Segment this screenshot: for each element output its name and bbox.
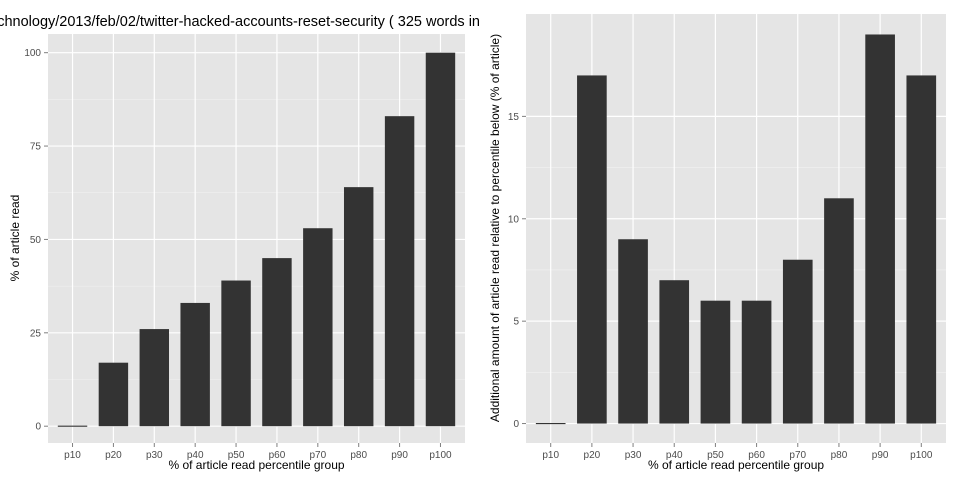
x-tick-label: p70 [309,450,326,461]
x-tick-label: p60 [269,450,286,461]
bar [782,259,813,424]
y-axis-label: Additional amount of article read relati… [488,34,502,422]
x-tick-label: p100 [429,450,452,461]
bar [618,239,648,424]
y-tick-label: 15 [508,112,520,123]
x-tick-label: p10 [64,450,81,461]
x-tick-label: p90 [872,450,889,461]
bar [906,75,937,424]
bar [741,300,772,424]
bar [98,362,129,427]
x-tick-label: p60 [748,450,765,461]
bar [425,52,456,427]
bar [700,300,731,424]
y-tick-label: 75 [30,142,42,153]
x-tick-label: p30 [625,450,642,461]
y-tick-label: 0 [35,422,41,433]
x-tick-label: p90 [391,450,408,461]
chart-panel-1: 0 25 50 75 100 p10 p20 p30 p40 p50 p60 p70 p80 p90 p10… [8,34,465,472]
x-tick-label: p20 [105,450,122,461]
y-tick-label: 50 [30,235,42,246]
y-axis-label: % of article read [8,195,22,282]
x-tick-label: p80 [350,450,367,461]
x-axis-label: % of article read percentile group [648,458,824,472]
y-tick-label: 10 [508,214,520,225]
bar [865,34,895,424]
x-axis-label: % of article read percentile group [168,458,344,472]
x-tick-label: p10 [542,450,559,461]
chart-panel-2: 0 5 10 15 p10 p20 p30 p40 p50 p60 p70 p80 p90 p100 % o… [488,14,946,472]
y-tick-label: 5 [513,317,519,328]
bar [221,280,251,427]
bar [384,116,415,427]
page-title: chnology/2013/feb/02/twitter-hacked-acco… [0,14,480,30]
bar [343,187,374,427]
x-tick-label: p40 [666,450,683,461]
y-tick-label: 25 [30,328,42,339]
x-tick-label: p30 [146,450,163,461]
x-tick-label: p100 [910,450,933,461]
y-tick-label: 100 [24,48,41,59]
x-tick-label: p70 [789,450,806,461]
bar [262,258,292,427]
x-tick-label: p50 [228,450,245,461]
x-tick-label: p20 [584,450,601,461]
bar [659,280,690,424]
x-tick-label: p80 [831,450,848,461]
x-tick-label: p50 [707,450,724,461]
bar [577,75,607,424]
y-tick-label: 0 [513,419,519,430]
bar [824,198,854,424]
bar [180,302,210,427]
bar [139,329,170,427]
bar [303,228,333,427]
x-tick-label: p40 [187,450,204,461]
